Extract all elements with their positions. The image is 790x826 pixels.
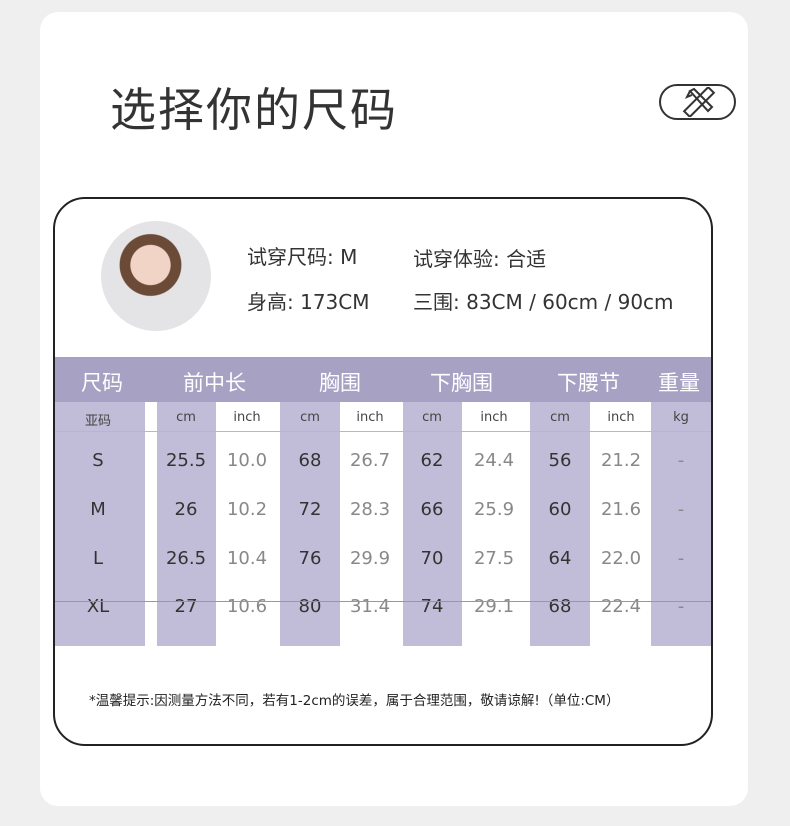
model-avatar (101, 221, 211, 331)
table-cell: 22.4 (600, 596, 642, 617)
subheader-cell: cm (300, 410, 320, 425)
table-cell: 22.0 (600, 548, 642, 569)
table-cell: 31.4 (349, 596, 391, 617)
ruler-pencil-button[interactable] (659, 84, 736, 120)
subheader-cell: inch (356, 410, 384, 425)
subheader-cell: inch (233, 410, 261, 425)
table-cell: 56 (548, 450, 572, 471)
table-cell: 72 (298, 499, 322, 520)
table-cell: 76 (298, 548, 322, 569)
model-measurements: 三围: 83CM / 60cm / 90cm (413, 290, 674, 314)
table-cell: - (677, 499, 685, 520)
subheader-cell: kg (673, 410, 689, 425)
subheader-cell: cm (422, 410, 442, 425)
table-cell: - (677, 548, 685, 569)
measurement-note: *温馨提示:因测量方法不同，若有1-2cm的误差，属于合理范围，敬请谅解!（单位… (89, 693, 620, 709)
table-cell: 21.6 (600, 499, 642, 520)
subheader-cell: cm (176, 410, 196, 425)
table-cell: - (677, 450, 685, 471)
table-cell: 26.5 (165, 548, 207, 569)
subheader-row (55, 402, 711, 432)
table-cell: 29.9 (349, 548, 391, 569)
table-cell: 27.5 (473, 548, 515, 569)
size-label: M (90, 499, 106, 520)
subheader-cell: cm (550, 410, 570, 425)
table-cell: 64 (548, 548, 572, 569)
table-cell: 70 (420, 548, 444, 569)
size-table: 尺码 前中长 胸围 下胸围 下腰节 重量 亚码 cm inch cm inch cm inc… (55, 357, 711, 646)
header-length: 前中长 (183, 371, 246, 395)
table-cell: 28.3 (349, 499, 391, 520)
size-label: L (92, 548, 104, 569)
size-label: XL (86, 596, 110, 617)
model-height: 身高: 173CM (247, 290, 370, 314)
size-chart-box: 试穿尺码: M 试穿体验: 合适 身高: 173CM 三围: 83CM / 60… (53, 197, 713, 746)
table-cell: 74 (420, 596, 444, 617)
header-underbust: 下胸围 (430, 371, 493, 395)
table-cell: 80 (298, 596, 322, 617)
table-cell: 25.5 (165, 450, 207, 471)
table-cell: 62 (420, 450, 444, 471)
ruler-pencil-icon (682, 87, 715, 117)
header-weight: 重量 (658, 371, 700, 395)
table-cell: 25.9 (473, 499, 515, 520)
table-cell: 10.2 (226, 499, 268, 520)
table-cell: 29.1 (473, 596, 515, 617)
page-title: 选择你的尺码 (110, 83, 398, 137)
try-experience: 试穿体验: 合适 (413, 247, 547, 271)
table-cell: - (677, 596, 685, 617)
subheader-cell: inch (607, 410, 635, 425)
table-cell: 24.4 (473, 450, 515, 471)
table-cell: 60 (548, 499, 572, 520)
table-cell: 27 (174, 596, 198, 617)
header-waist: 下腰节 (557, 371, 620, 395)
table-cell: 10.0 (226, 450, 268, 471)
try-size: 试穿尺码: M (247, 245, 358, 269)
table-cell: 26 (174, 499, 198, 520)
table-cell: 21.2 (600, 450, 642, 471)
header-size: 尺码 (81, 371, 123, 395)
table-cell: 26.7 (349, 450, 391, 471)
table-cell: 68 (548, 596, 572, 617)
table-cell: 10.4 (226, 548, 268, 569)
size-label: S (92, 450, 104, 471)
table-cell: 10.6 (226, 596, 268, 617)
table-body: 亚码 cm inch cm inch cm inch cm inch kg S 25.5 10.0 68 2… (55, 402, 711, 646)
subheader-cell: 亚码 (84, 414, 112, 429)
table-cell: 68 (298, 450, 322, 471)
subheader-cell: inch (480, 410, 508, 425)
header-bust: 胸围 (319, 371, 361, 395)
table-cell: 66 (420, 499, 444, 520)
table-header: 尺码 前中长 胸围 下胸围 下腰节 重量 (55, 357, 711, 402)
